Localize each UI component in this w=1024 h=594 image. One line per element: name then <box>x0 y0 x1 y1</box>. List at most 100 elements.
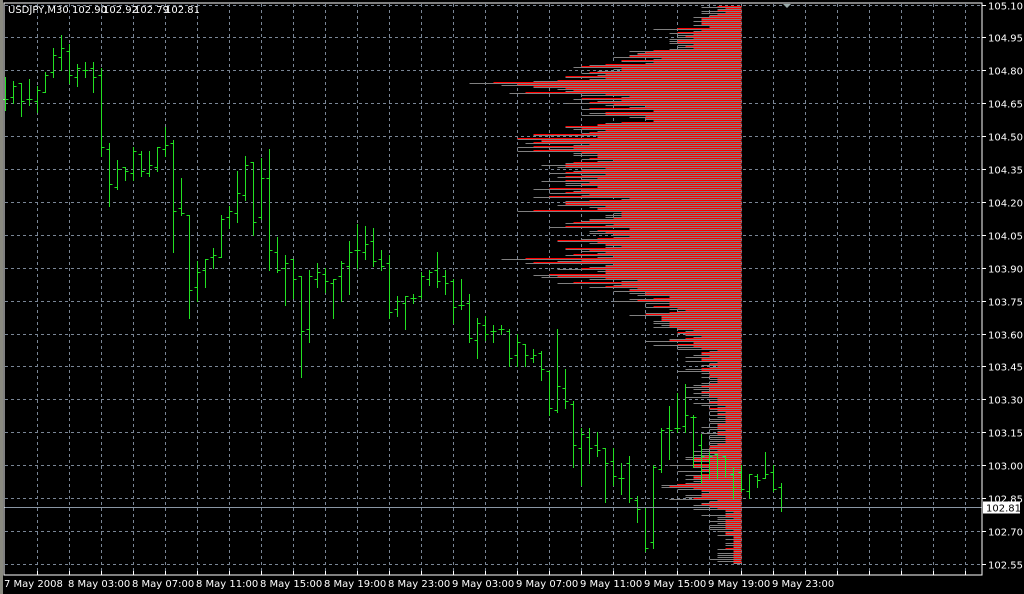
ohlc-bars <box>2 35 785 552</box>
ohlc-bar <box>410 294 417 304</box>
ohlc-bar <box>274 237 281 273</box>
ohlc-bar <box>546 371 553 416</box>
ohlc-bar <box>42 72 49 93</box>
ohlc-bar <box>114 160 121 190</box>
ohlc-bar <box>378 250 385 271</box>
ohlc-bar <box>322 268 329 293</box>
y-tick-label: 102.55 <box>988 561 1023 572</box>
ohlc-bar <box>146 151 153 177</box>
ohlc-bar <box>770 465 777 492</box>
y-tick-label: 104.50 <box>988 133 1023 144</box>
x-tick-label: 8 May 11:00 <box>196 579 258 590</box>
ohlc-bar <box>266 149 273 271</box>
grid <box>5 4 982 575</box>
ohlc-bar <box>226 206 233 229</box>
ohlc-bar <box>490 325 497 343</box>
y-tick-label: 104.80 <box>988 67 1023 78</box>
x-tick-label: 9 May 11:00 <box>580 579 642 590</box>
ohlc-bar <box>450 279 457 324</box>
ohlc-bar <box>354 224 361 269</box>
ohlc-bar <box>154 147 161 172</box>
price-axis[interactable]: 105.10 104.95 104.80 104.65 104.50 104.35 104.… <box>982 2 1023 572</box>
ohlc-bar <box>194 261 201 302</box>
symbol-label: USDJPY,M30 <box>8 5 69 16</box>
ohlc-bar <box>578 428 585 486</box>
chart-shift-marker-icon[interactable] <box>783 4 791 8</box>
ohlc-bar <box>586 428 593 464</box>
y-tick-label: 104.95 <box>988 34 1023 45</box>
x-tick-label: 8 May 19:00 <box>324 579 386 590</box>
x-tick-label: 9 May 19:00 <box>708 579 770 590</box>
ohlc-bar <box>538 351 545 381</box>
x-tick-label: 9 May 07:00 <box>516 579 578 590</box>
ohlc-bar <box>234 171 241 223</box>
window-frame-left <box>0 0 3 594</box>
ohlc-bar <box>562 369 569 409</box>
ohlc-bar <box>138 151 145 177</box>
ohlc-bar <box>66 44 73 84</box>
y-tick-label: 102.70 <box>988 528 1023 539</box>
ohlc-bar <box>706 452 713 479</box>
y-tick-label: 103.75 <box>988 298 1023 309</box>
time-axis[interactable]: 7 May 2008 8 May 03:00 8 May 07:00 8 May 11… <box>4 571 966 590</box>
ohlc-bar <box>306 270 313 343</box>
ohlc-bar <box>298 276 305 378</box>
ohlc-bar <box>58 35 65 71</box>
ohlc-bar <box>690 415 697 468</box>
open-value: 102.90 <box>72 5 107 16</box>
ohlc-bar <box>474 318 481 359</box>
ohlc-bar <box>338 261 345 302</box>
y-tick-label: 103.00 <box>988 462 1023 473</box>
ohlc-bar <box>250 162 257 236</box>
ohlc-bar <box>514 334 521 367</box>
ohlc-bar <box>666 406 673 460</box>
y-tick-label: 104.65 <box>988 100 1023 111</box>
current-price-tag: 102.81 <box>983 501 1021 515</box>
y-tick-label: 103.60 <box>988 331 1023 342</box>
ohlc-bar <box>186 215 193 319</box>
ohlc-bar <box>386 255 393 319</box>
ohlc-bar <box>426 270 433 286</box>
ohlc-bar <box>34 86 41 113</box>
y-tick-label: 103.30 <box>988 396 1023 407</box>
y-tick-label: 103.45 <box>988 363 1023 374</box>
ohlc-bar <box>522 344 529 367</box>
ohlc-bar <box>10 81 17 104</box>
ohlc-bar <box>90 62 97 93</box>
ohlc-bar <box>762 452 769 479</box>
ohlc-bar <box>466 294 473 343</box>
ohlc-bar <box>98 68 105 157</box>
y-tick-label: 105.10 <box>988 2 1023 13</box>
current-price-box <box>983 501 1020 514</box>
y-tick-label: 102.85 <box>988 495 1023 506</box>
ohlc-bar <box>218 215 225 258</box>
ohlc-bar <box>442 270 449 295</box>
y-tick-label: 104.35 <box>988 166 1023 177</box>
ohlc-bar <box>658 428 665 473</box>
ohlc-bar <box>746 474 753 499</box>
ohlc-bar <box>434 252 441 288</box>
ohlc-bar <box>178 178 185 216</box>
chart-header: USDJPY,M30 102.90 102.92 102.79 102.81 <box>8 5 200 16</box>
ohlc-bar <box>394 296 401 317</box>
close-value: 102.81 <box>165 5 200 16</box>
ohlc-bar <box>106 143 113 207</box>
ohlc-bar <box>130 147 137 181</box>
ohlc-bar <box>754 474 761 488</box>
ohlc-bar <box>722 456 729 477</box>
x-tick-label: 8 May 23:00 <box>388 579 450 590</box>
ohlc-bar <box>554 329 561 413</box>
x-tick-label: 9 May 15:00 <box>644 579 706 590</box>
ohlc-bar <box>162 127 169 157</box>
low-value: 102.79 <box>134 5 169 16</box>
ohlc-bar <box>714 454 721 479</box>
ohlc-bar <box>82 62 89 78</box>
y-tick-label: 103.90 <box>988 265 1023 276</box>
price-profile <box>469 6 742 564</box>
high-value: 102.92 <box>103 5 138 16</box>
y-tick-label: 104.20 <box>988 199 1023 210</box>
ohlc-bar <box>618 463 625 495</box>
ohlc-bar <box>698 434 705 484</box>
